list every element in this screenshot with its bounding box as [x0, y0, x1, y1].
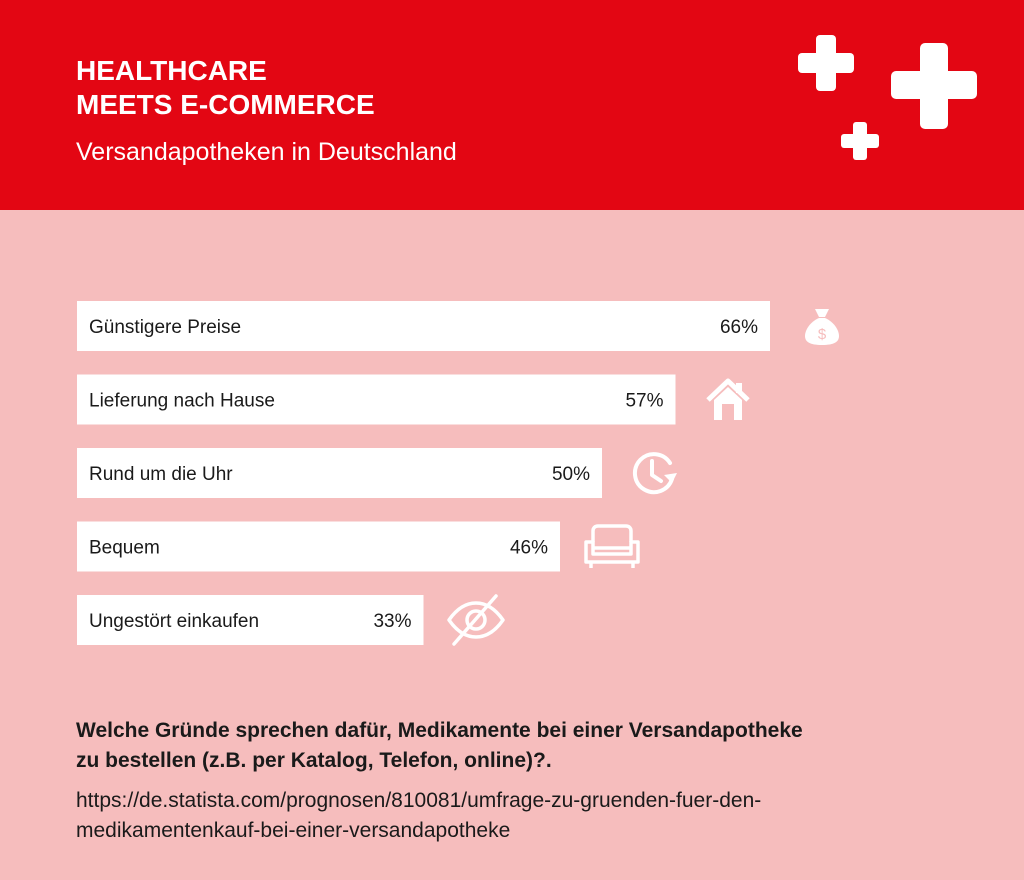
question-line-1: Welche Gründe sprechen dafür, Medikament… — [76, 719, 803, 742]
title-line-1: HEALTHCARE — [76, 55, 267, 86]
question-line-2: zu bestellen (z.B. per Katalog, Telefon,… — [76, 749, 552, 772]
bar-group: Bequem 46% — [77, 521, 560, 572]
bar-group: Rund um die Uhr 50% — [77, 448, 602, 498]
title-line-2: MEETS E-COMMERCE — [76, 89, 375, 120]
bar-chart: Günstigere Preise 66% Lieferung nach Hause… — [77, 301, 770, 645]
medical-crosses-icon — [798, 35, 977, 160]
bar-group: Lieferung nach Hause 57% — [77, 374, 676, 425]
survey-question: Welche Gründe sprechen dafür, Medikament… — [76, 716, 956, 776]
bar-group: Günstigere Preise 66% — [77, 301, 770, 351]
category-label: Günstigere Preise — [89, 317, 241, 338]
bar-group: Ungestört einkaufen 33% — [77, 595, 424, 645]
category-label: Lieferung nach Hause — [89, 391, 275, 412]
value-label: 46% — [510, 538, 548, 559]
category-label: Rund um die Uhr — [89, 464, 233, 485]
source-line-1: https://de.statista.com/prognosen/810081… — [76, 789, 762, 812]
value-label: 33% — [373, 611, 411, 632]
header-banner: HEALTHCARE MEETS E-COMMERCE Versandapoth… — [0, 0, 1024, 210]
bar — [77, 301, 770, 351]
category-label: Ungestört einkaufen — [89, 611, 259, 632]
bar — [77, 448, 602, 498]
category-label: Bequem — [89, 538, 160, 559]
value-label: 66% — [720, 317, 758, 338]
bar — [77, 595, 424, 645]
page-title: HEALTHCARE MEETS E-COMMERCE — [76, 54, 375, 122]
bar — [77, 521, 560, 572]
value-label: 50% — [552, 464, 590, 485]
page-subtitle: Versandapotheken in Deutschland — [76, 138, 457, 166]
source-link[interactable]: https://de.statista.com/prognosen/810081… — [76, 786, 976, 846]
bar — [77, 374, 676, 425]
value-label: 57% — [625, 391, 663, 412]
source-line-2: medikamentenkauf-bei-einer-versandapothe… — [76, 819, 511, 842]
